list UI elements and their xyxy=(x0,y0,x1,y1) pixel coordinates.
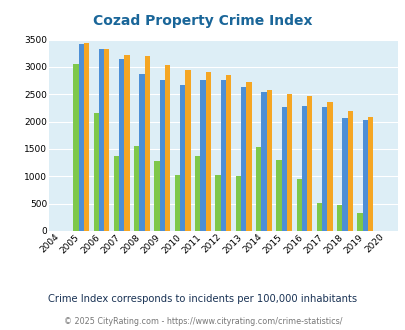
Bar xyxy=(301,106,307,231)
Bar xyxy=(134,146,139,231)
Text: Cozad Property Crime Index: Cozad Property Crime Index xyxy=(93,15,312,28)
Bar xyxy=(220,80,225,231)
Bar xyxy=(164,65,170,231)
Bar xyxy=(205,72,211,231)
Bar xyxy=(261,92,266,231)
Bar xyxy=(113,155,119,231)
Bar xyxy=(83,44,89,231)
Bar xyxy=(336,205,342,231)
Bar xyxy=(175,175,180,231)
Bar xyxy=(79,44,83,231)
Bar xyxy=(245,82,251,231)
Bar xyxy=(225,75,231,231)
Bar xyxy=(119,59,124,231)
Bar xyxy=(281,107,286,231)
Bar xyxy=(160,80,164,231)
Bar xyxy=(296,179,301,231)
Bar xyxy=(286,94,292,231)
Bar xyxy=(322,107,327,231)
Bar xyxy=(185,70,190,231)
Bar xyxy=(73,64,79,231)
Bar xyxy=(367,117,373,231)
Bar xyxy=(241,87,245,231)
Bar xyxy=(99,50,104,231)
Bar xyxy=(357,213,362,231)
Bar xyxy=(341,118,347,231)
Bar xyxy=(124,55,130,231)
Bar xyxy=(275,160,281,231)
Bar xyxy=(215,175,220,231)
Bar xyxy=(326,102,332,231)
Bar xyxy=(362,120,367,231)
Bar xyxy=(195,156,200,231)
Bar xyxy=(316,203,322,231)
Bar xyxy=(104,49,109,231)
Bar xyxy=(200,80,205,231)
Bar xyxy=(139,74,144,231)
Legend: Cozad, Nebraska, National: Cozad, Nebraska, National xyxy=(100,328,345,330)
Text: Crime Index corresponds to incidents per 100,000 inhabitants: Crime Index corresponds to incidents per… xyxy=(48,294,357,304)
Bar xyxy=(235,176,240,231)
Bar xyxy=(307,96,312,231)
Bar xyxy=(93,114,99,231)
Bar xyxy=(266,90,271,231)
Bar xyxy=(255,147,261,231)
Bar xyxy=(347,111,352,231)
Text: © 2025 CityRating.com - https://www.cityrating.com/crime-statistics/: © 2025 CityRating.com - https://www.city… xyxy=(64,317,341,326)
Bar xyxy=(180,85,185,231)
Bar xyxy=(144,56,150,231)
Bar xyxy=(154,161,160,231)
